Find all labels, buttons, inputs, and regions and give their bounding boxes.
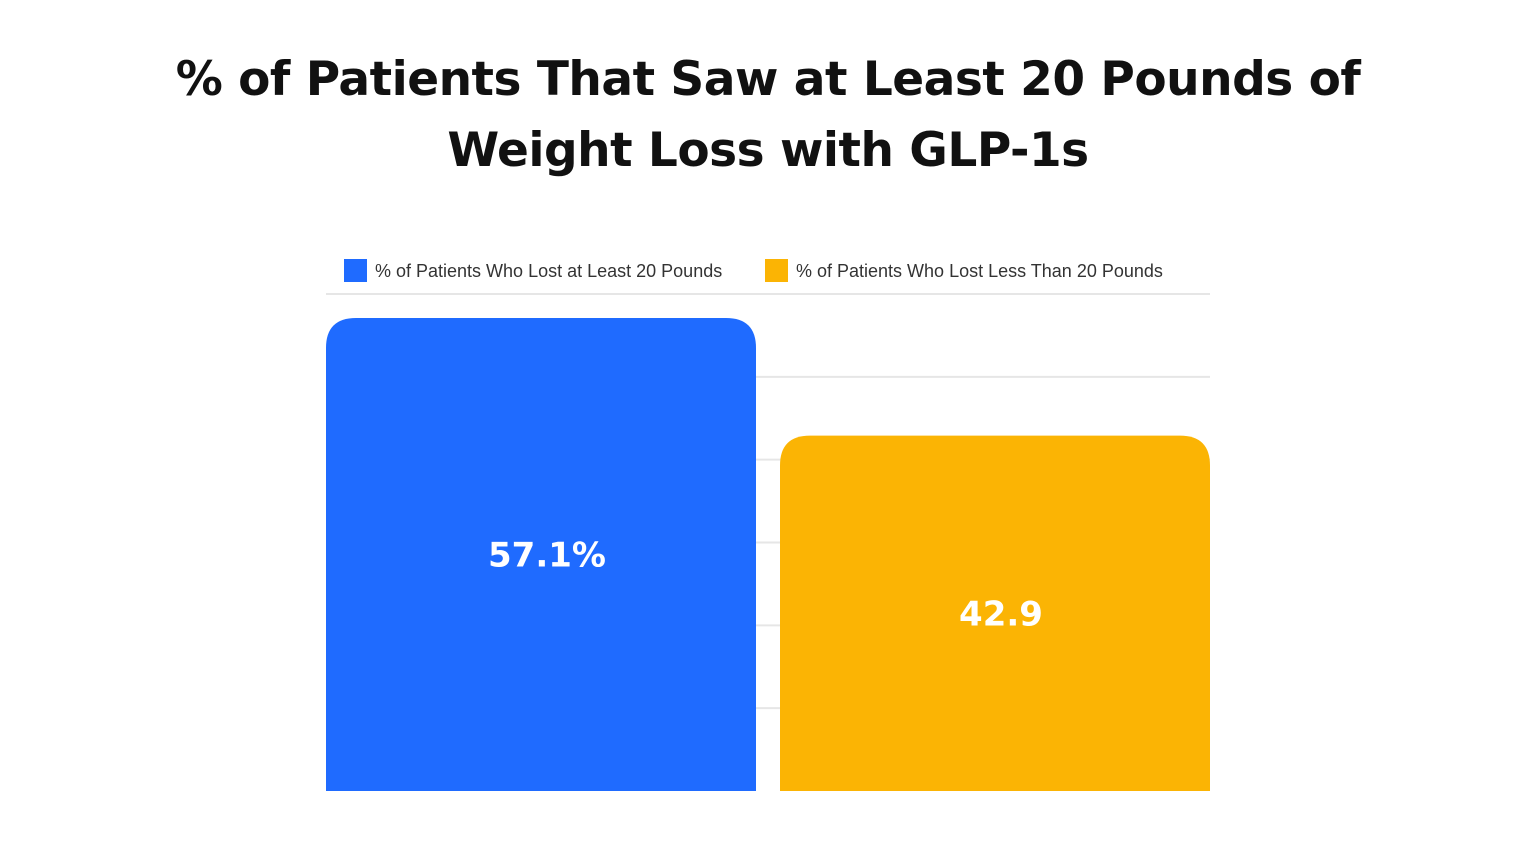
legend-label: % of Patients Who Lost Less Than 20 Poun…: [796, 261, 1163, 281]
legend-swatch: [344, 259, 367, 282]
data-label: 42.9: [959, 594, 1043, 634]
legend-swatch: [765, 259, 788, 282]
chart-title-line-2: Weight Loss with GLP-1s: [447, 123, 1089, 178]
legend-label: % of Patients Who Lost at Least 20 Pound…: [375, 261, 722, 281]
chart-title-line-1: % of Patients That Saw at Least 20 Pound…: [175, 52, 1361, 107]
bar: [780, 435, 1210, 791]
chart-title: % of Patients That Saw at Least 20 Pound…: [0, 44, 1536, 186]
bar: [326, 318, 756, 791]
data-label: 57.1%: [488, 536, 606, 576]
